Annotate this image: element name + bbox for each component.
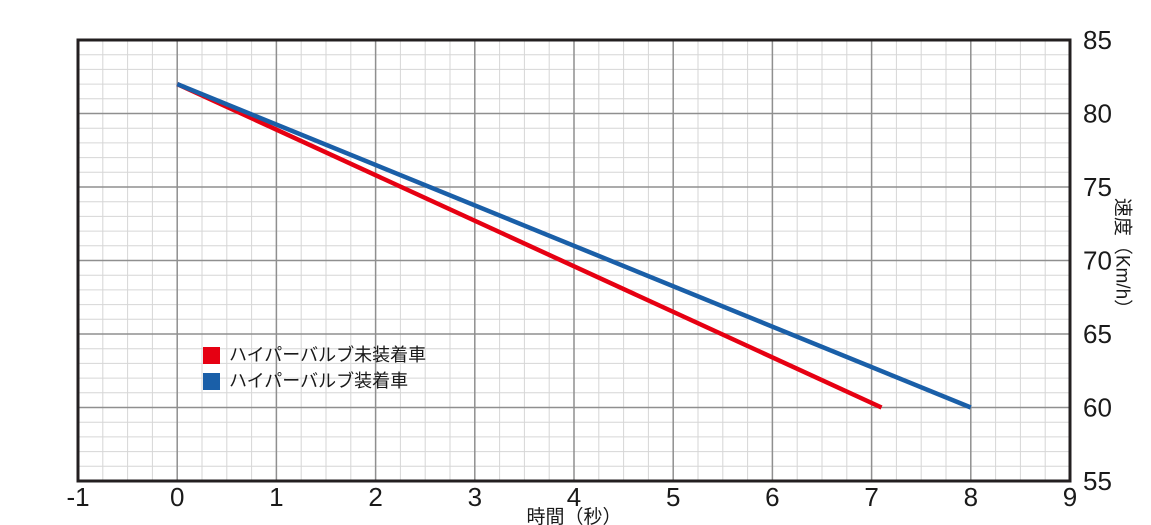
x-tick-label: 1 (269, 482, 283, 512)
x-tick-label: 7 (864, 482, 878, 512)
y-axis-title: 速度（Km/h） (1111, 197, 1133, 319)
y-tick-label: 55 (1083, 466, 1112, 496)
legend-label-without-valve: ハイパーバルブ未装着車 (229, 345, 427, 365)
series-line-1 (176, 82, 972, 410)
y-tick-label: 70 (1083, 246, 1112, 276)
plot-border (76, 38, 1072, 483)
x-tick-label: 9 (1063, 482, 1077, 512)
x-tick-label: 0 (170, 482, 184, 512)
x-tick-label: 3 (468, 482, 482, 512)
x-tick-label: 6 (765, 482, 779, 512)
series-line-0 (176, 82, 883, 410)
legend-item-with-valve: ハイパーバルブ装着車 (203, 372, 426, 390)
y-tick-label: 65 (1083, 319, 1112, 349)
x-axis-title: 時間（秒） (526, 507, 622, 525)
x-tick-label: 8 (964, 482, 978, 512)
legend-swatch-red (203, 346, 220, 364)
x-tick-label: 2 (368, 482, 382, 512)
chart-legend: ハイパーバルブ未装着車 ハイパーバルブ装着車 (203, 346, 426, 390)
x-tick-label: 4 (567, 482, 581, 512)
y-tick-label: 60 (1083, 393, 1112, 423)
y-tick-label: 80 (1083, 99, 1112, 129)
legend-item-without-valve: ハイパーバルブ未装着車 (203, 346, 426, 364)
legend-swatch-blue (203, 372, 220, 390)
x-tick-label: -1 (66, 482, 89, 512)
legend-label-with-valve: ハイパーバルブ装着車 (229, 371, 409, 391)
y-tick-label: 75 (1083, 172, 1112, 202)
x-tick-label: 5 (666, 482, 680, 512)
y-tick-label: 85 (1083, 25, 1112, 55)
